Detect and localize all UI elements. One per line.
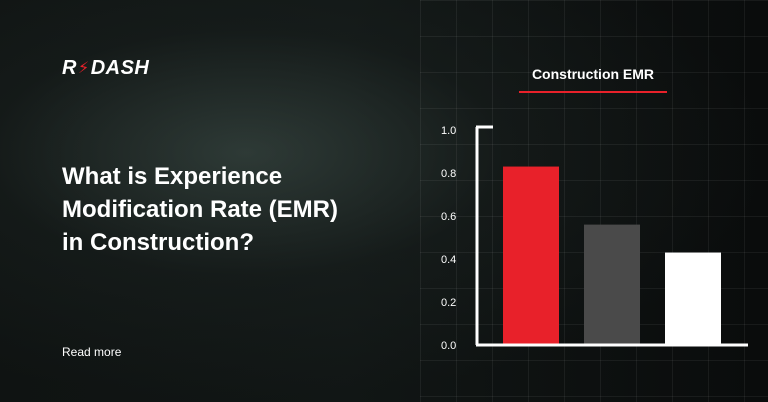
chart-title: Construction EMR (531, 66, 655, 82)
bar-2 (584, 224, 640, 345)
y-axis-ticks: 1.0 0.8 0.6 0.4 0.2 0.0 (441, 125, 456, 352)
chart-title-underline (519, 91, 667, 93)
bars (503, 166, 721, 345)
y-tick-label: 0.0 (441, 340, 456, 352)
lightning-icon: ⚡ (77, 60, 90, 77)
logo-word: DASH (90, 56, 150, 79)
y-tick-label: 0.8 (441, 168, 456, 180)
read-more-link[interactable]: Read more (62, 345, 122, 359)
y-tick-label: 0.6 (441, 211, 456, 223)
logo-letter: R (62, 56, 77, 79)
rdash-logo[interactable]: R ⚡ DASH (62, 57, 149, 79)
bar-3 (665, 252, 721, 345)
page-title: What is Experience Modification Rate (EM… (62, 163, 338, 256)
y-tick-label: 0.2 (441, 297, 456, 309)
bar-1 (503, 166, 559, 345)
y-tick-label: 1.0 (441, 125, 456, 137)
y-tick-label: 0.4 (441, 254, 456, 266)
